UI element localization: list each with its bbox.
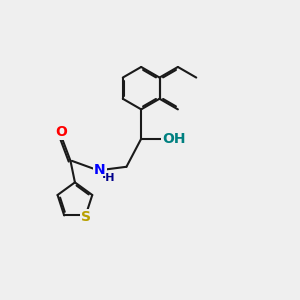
Text: ·H: ·H — [101, 173, 115, 183]
Text: N: N — [94, 163, 106, 177]
Text: S: S — [81, 210, 91, 224]
Text: O: O — [56, 125, 68, 139]
Text: OH: OH — [162, 132, 186, 146]
